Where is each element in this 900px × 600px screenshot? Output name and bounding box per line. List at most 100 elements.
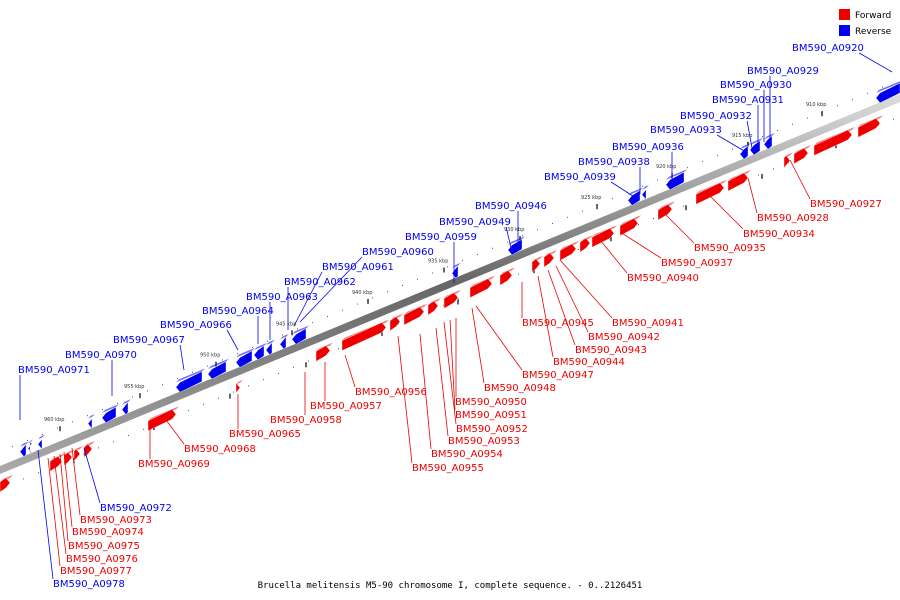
guide-dot bbox=[87, 415, 88, 417]
guide-dot bbox=[248, 385, 249, 387]
reverse-gene-leader bbox=[37, 449, 54, 580]
reverse-gene[interactable] bbox=[665, 169, 687, 190]
reverse-gene[interactable] bbox=[749, 137, 763, 156]
guide-dot bbox=[417, 278, 418, 280]
forward-gene[interactable] bbox=[341, 319, 389, 351]
forward-gene[interactable] bbox=[559, 240, 579, 261]
forward-gene[interactable] bbox=[443, 289, 461, 309]
forward-gene[interactable] bbox=[0, 474, 13, 493]
gene-body bbox=[19, 443, 27, 458]
gene-body bbox=[253, 345, 265, 361]
gene-body bbox=[657, 203, 673, 221]
reverse-gene[interactable] bbox=[19, 441, 29, 458]
gene-body bbox=[443, 292, 459, 309]
gene-body bbox=[665, 171, 685, 190]
reverse-gene-label: BM590_A0946 bbox=[475, 201, 547, 212]
forward-gene-leader bbox=[53, 455, 67, 555]
gene-top bbox=[266, 339, 275, 346]
reverse-gene[interactable] bbox=[641, 184, 649, 201]
forward-gene[interactable] bbox=[531, 255, 543, 273]
reverse-gene[interactable] bbox=[279, 333, 289, 350]
guide-dot bbox=[717, 154, 718, 156]
reverse-gene[interactable] bbox=[101, 404, 119, 424]
forward-gene[interactable] bbox=[657, 201, 675, 221]
guide-dot bbox=[458, 298, 459, 300]
reverse-gene[interactable] bbox=[235, 347, 255, 368]
forward-gene-label: BM590_A0950 bbox=[455, 397, 527, 408]
gene-top bbox=[642, 184, 649, 190]
guide-dot bbox=[357, 303, 358, 305]
gene-body bbox=[427, 300, 439, 316]
reverse-gene[interactable] bbox=[253, 342, 267, 361]
reverse-gene[interactable] bbox=[875, 80, 900, 104]
gene-top bbox=[208, 358, 229, 370]
gene-body bbox=[559, 243, 577, 261]
guide-dot bbox=[113, 441, 114, 443]
forward-gene[interactable] bbox=[543, 250, 557, 268]
forward-gene[interactable] bbox=[389, 313, 403, 332]
forward-gene[interactable] bbox=[579, 235, 593, 253]
gene-body bbox=[315, 345, 331, 362]
guide-dot bbox=[492, 247, 493, 249]
forward-gene[interactable] bbox=[793, 145, 811, 165]
legend-forward-label: Forward bbox=[855, 11, 891, 21]
reverse-gene[interactable] bbox=[121, 399, 131, 415]
guide-dot bbox=[398, 323, 399, 325]
reverse-gene[interactable] bbox=[37, 434, 45, 450]
forward-gene[interactable] bbox=[619, 215, 641, 237]
guide-dot bbox=[657, 179, 658, 181]
forward-gene[interactable] bbox=[235, 379, 243, 395]
gene-labels: BM590_A0920 BM590_A0929 BM590_A0930 BM590_A… bbox=[18, 43, 882, 590]
guide-dot bbox=[72, 421, 73, 423]
forward-gene[interactable] bbox=[427, 297, 441, 316]
reverse-gene[interactable] bbox=[87, 413, 95, 430]
gene-body bbox=[499, 270, 513, 286]
gene-top bbox=[102, 404, 119, 413]
reverse-gene[interactable] bbox=[175, 368, 205, 393]
gene-top bbox=[876, 81, 900, 93]
forward-gene[interactable] bbox=[147, 406, 179, 432]
reverse-gene-label: BM590_A0962 bbox=[284, 277, 356, 288]
forward-gene[interactable] bbox=[499, 267, 515, 286]
forward-gene-label: BM590_A0940 bbox=[627, 273, 699, 284]
forward-gene-label: BM590_A0951 bbox=[455, 410, 527, 421]
reverse-gene[interactable] bbox=[27, 439, 33, 454]
forward-gene[interactable] bbox=[49, 453, 65, 472]
forward-gene-leader bbox=[559, 259, 613, 319]
forward-gene[interactable] bbox=[783, 152, 793, 169]
forward-gene-label: BM590_A0952 bbox=[456, 424, 528, 435]
forward-gene[interactable] bbox=[695, 179, 727, 205]
forward-gene[interactable] bbox=[73, 445, 83, 462]
forward-gene[interactable] bbox=[315, 342, 333, 362]
forward-gene[interactable] bbox=[403, 303, 427, 326]
reverse-gene[interactable] bbox=[207, 358, 229, 380]
gene-body bbox=[857, 118, 881, 138]
guide-dot bbox=[162, 384, 163, 386]
forward-gene[interactable] bbox=[857, 115, 883, 138]
reverse-gene-label: BM590_A0964 bbox=[202, 306, 274, 317]
forward-gene[interactable] bbox=[591, 225, 617, 248]
reverse-gene[interactable] bbox=[627, 187, 643, 206]
gene-top bbox=[750, 137, 763, 145]
guide-dot bbox=[683, 205, 684, 207]
reverse-gene-label: BM590_A0930 bbox=[720, 80, 792, 91]
reverse-gene[interactable] bbox=[451, 262, 461, 279]
tick-label: 945 kbp bbox=[276, 321, 296, 327]
forward-gene-label: BM590_A0944 bbox=[553, 357, 625, 368]
guide-dot bbox=[612, 198, 613, 200]
reverse-gene-label: BM590_A0959 bbox=[405, 232, 477, 243]
forward-gene-leader bbox=[47, 457, 61, 567]
forward-gene[interactable] bbox=[727, 169, 751, 192]
forward-gene[interactable] bbox=[469, 275, 495, 299]
guide-dot bbox=[653, 217, 654, 219]
reverse-gene-label: BM590_A0966 bbox=[160, 320, 232, 331]
reverse-gene[interactable] bbox=[291, 325, 309, 345]
reverse-gene-label: BM590_A0967 bbox=[113, 335, 185, 346]
reverse-gene-label: BM590_A0931 bbox=[712, 95, 784, 106]
tick-label: 925 kbp bbox=[581, 195, 601, 201]
guide-dot bbox=[552, 222, 553, 224]
reverse-gene[interactable] bbox=[739, 142, 751, 160]
reverse-gene[interactable] bbox=[265, 339, 275, 356]
forward-gene[interactable] bbox=[813, 126, 855, 156]
guide-dot bbox=[27, 439, 28, 441]
